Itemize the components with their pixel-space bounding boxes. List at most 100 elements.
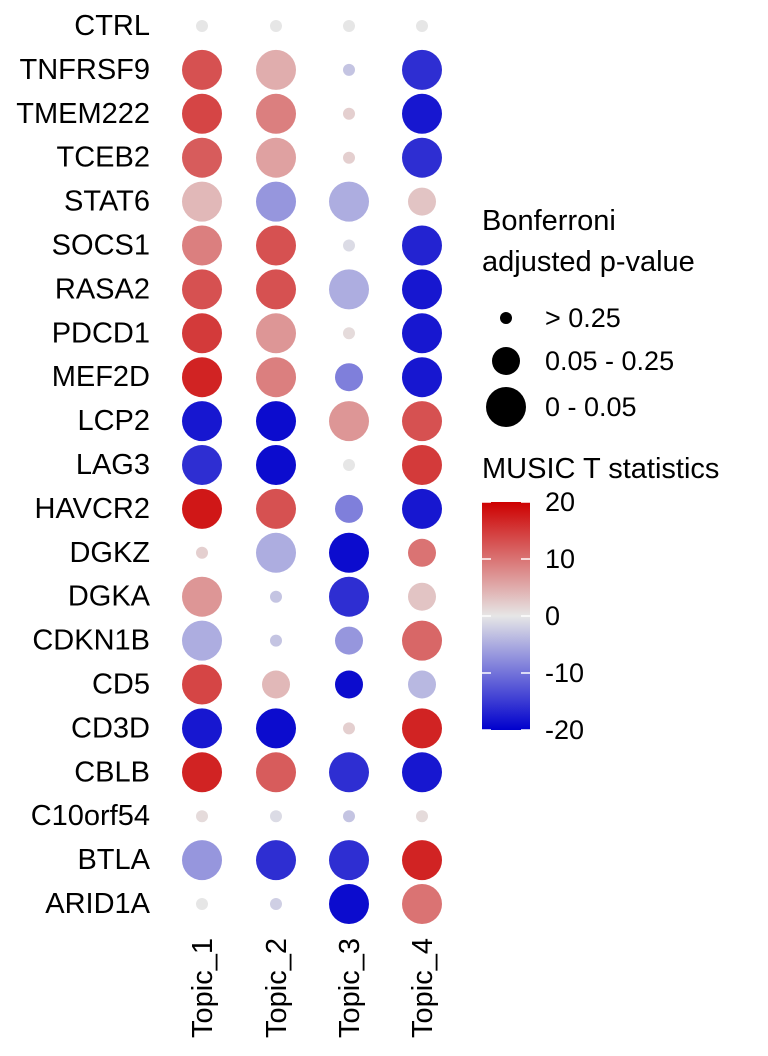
dot-lcp2-topic-1 [182, 401, 222, 442]
dot-c10orf54-topic-1 [196, 810, 208, 823]
dot-ctrl-topic-1 [196, 20, 208, 32]
dot-cdkn1b-topic-2 [270, 634, 282, 647]
dot-pdcd1-topic-2 [256, 313, 296, 354]
dot-pdcd1-topic-1 [182, 313, 222, 354]
dot-arid1a-topic-1 [196, 898, 208, 910]
topic-label-topic-4: Topic_4 [407, 938, 439, 1038]
size-legend-title-line1: Bonferroni [482, 205, 616, 237]
dot-lcp2-topic-2 [256, 401, 296, 442]
size-legend-label-1: > 0.25 [545, 303, 621, 333]
gene-label-dgka: DGKA [68, 581, 151, 613]
dot-tceb2-topic-2 [256, 137, 296, 178]
dot-cblb-topic-1 [182, 752, 222, 793]
dot-btla-topic-2 [256, 840, 296, 881]
dot-lcp2-topic-4 [402, 401, 442, 442]
topic-label-topic-2: Topic_2 [261, 938, 293, 1038]
dot-tmem222-topic-3 [343, 107, 355, 120]
gene-label-pdcd1: PDCD1 [52, 317, 150, 349]
dot-c10orf54-topic-4 [416, 810, 428, 823]
dot-btla-topic-3 [329, 840, 369, 881]
dot-cdkn1b-topic-4 [402, 620, 442, 661]
gene-labels: CTRL TNFRSF9 TMEM222 TCEB2 STAT6 SOCS1 RASA2 PD… [16, 10, 150, 920]
dot-rasa2-topic-4 [402, 269, 442, 310]
dot-havcr2-topic-2 [256, 488, 296, 529]
dot-grid [182, 20, 442, 924]
colorbar-tick-label-0: 0 [545, 601, 560, 631]
dot-dgkz-topic-3 [329, 532, 369, 573]
dot-tmem222-topic-2 [256, 93, 296, 134]
dot-socs1-topic-1 [182, 225, 222, 266]
dot-stat6-topic-4 [408, 187, 436, 216]
dot-cblb-topic-2 [256, 752, 296, 793]
dot-arid1a-topic-4 [402, 884, 442, 924]
gene-label-cblb: CBLB [74, 756, 150, 788]
dot-arid1a-topic-2 [270, 898, 282, 910]
dot-dgkz-topic-2 [256, 532, 296, 573]
gene-label-tnfrsf9: TNFRSF9 [20, 54, 151, 86]
dot-dgkz-topic-1 [196, 546, 208, 559]
dot-lag3-topic-2 [256, 445, 296, 485]
gene-label-cd3d: CD3D [71, 712, 150, 744]
size-legend-dot-2 [492, 347, 520, 375]
dot-dgka-topic-4 [408, 582, 436, 611]
dot-cd5-topic-1 [182, 664, 222, 705]
dot-socs1-topic-4 [402, 225, 442, 266]
dot-tnfrsf9-topic-4 [402, 49, 442, 90]
gene-label-dgkz: DGKZ [69, 537, 150, 569]
dot-c10orf54-topic-3 [343, 810, 355, 823]
dot-rasa2-topic-3 [329, 269, 369, 310]
dot-lag3-topic-4 [402, 445, 442, 485]
dot-dgka-topic-3 [329, 576, 369, 617]
size-legend: Bonferroni adjusted p-value > 0.25 0.05 -… [482, 205, 695, 427]
dot-havcr2-topic-4 [402, 488, 442, 529]
gene-label-stat6: STAT6 [64, 186, 150, 218]
gene-label-havcr2: HAVCR2 [35, 493, 151, 525]
topic-labels: Topic_1 Topic_2 Topic_3 Topic_4 [187, 938, 439, 1038]
gene-label-cd5: CD5 [92, 669, 150, 701]
dot-ctrl-topic-4 [416, 20, 428, 32]
topic-label-topic-3: Topic_3 [334, 938, 366, 1038]
dot-mef2d-topic-4 [402, 357, 442, 398]
dot-mef2d-topic-1 [182, 357, 222, 398]
dot-cdkn1b-topic-3 [335, 626, 363, 655]
dot-cd3d-topic-3 [343, 722, 355, 735]
dot-cd5-topic-2 [262, 670, 290, 699]
dot-dgka-topic-2 [270, 590, 282, 603]
gene-label-btla: BTLA [77, 844, 150, 876]
dot-mef2d-topic-2 [256, 357, 296, 398]
dot-havcr2-topic-3 [335, 494, 363, 523]
dot-socs1-topic-3 [343, 239, 355, 252]
gene-label-tceb2: TCEB2 [57, 142, 150, 174]
dot-ctrl-topic-3 [343, 20, 355, 32]
dot-tnfrsf9-topic-1 [182, 49, 222, 90]
dot-dgkz-topic-4 [408, 538, 436, 567]
dot-stat6-topic-3 [329, 181, 369, 222]
gene-label-lag3: LAG3 [76, 449, 150, 481]
dot-tmem222-topic-1 [182, 93, 222, 134]
dot-cd3d-topic-4 [402, 708, 442, 749]
size-legend-label-3: 0 - 0.05 [545, 392, 637, 422]
dot-cd5-topic-3 [335, 670, 363, 699]
dot-cblb-topic-3 [329, 752, 369, 793]
dot-rasa2-topic-1 [182, 269, 222, 310]
colorbar-tick-label--20: -20 [545, 715, 584, 745]
size-legend-dot-1 [500, 312, 512, 324]
size-legend-title-line2: adjusted p-value [482, 246, 695, 278]
color-legend-title: MUSIC T statistics [482, 453, 719, 485]
colorbar-tick-label--10: -10 [545, 658, 584, 688]
color-legend: MUSIC T statistics 20 10 0 -10 -20 [482, 453, 719, 745]
dot-havcr2-topic-1 [182, 488, 222, 529]
gene-label-c10orf54: C10orf54 [31, 800, 150, 832]
dot-cdkn1b-topic-1 [182, 620, 222, 661]
dot-lag3-topic-3 [343, 459, 355, 471]
dot-pdcd1-topic-4 [402, 313, 442, 354]
dot-cd3d-topic-2 [256, 708, 296, 749]
colorbar-tick-label-10: 10 [545, 544, 575, 574]
dot-mef2d-topic-3 [335, 363, 363, 392]
dot-stat6-topic-2 [256, 181, 296, 222]
dot-lag3-topic-1 [182, 445, 222, 485]
gene-label-lcp2: LCP2 [77, 405, 150, 437]
dot-tmem222-topic-4 [402, 93, 442, 134]
dot-c10orf54-topic-2 [270, 810, 282, 823]
gene-label-rasa2: RASA2 [55, 273, 150, 305]
